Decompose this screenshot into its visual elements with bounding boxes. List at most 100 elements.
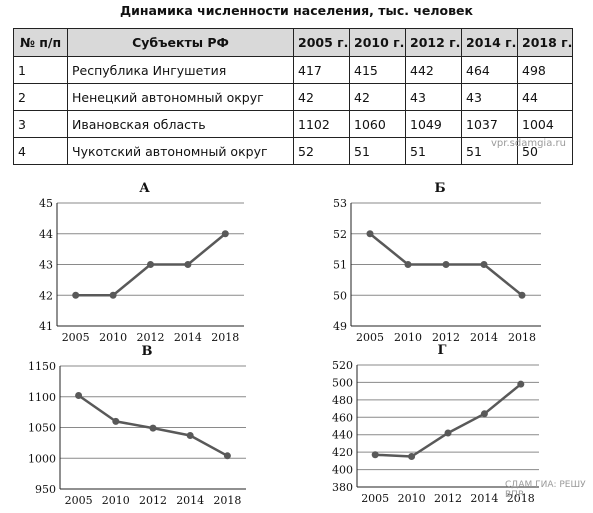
table-cell: Чукотский автономный округ (67, 137, 294, 165)
table-cell: Ненецкий автономный округ (67, 83, 294, 111)
header-2005: 2005 г. (293, 28, 350, 57)
table-cell: 42 (349, 83, 406, 111)
header-2014: 2014 г. (461, 28, 518, 57)
x-tick-label: 2010 (102, 494, 130, 507)
table-cell: 50 (517, 137, 573, 165)
x-tick-label: 2014 (470, 331, 498, 344)
data-point (444, 429, 452, 437)
table-cell: 1 (13, 56, 68, 84)
table-cell: 415 (349, 56, 406, 84)
table-cell: 1060 (349, 110, 406, 138)
x-tick-label: 2010 (99, 331, 127, 344)
x-tick-label: 2012 (137, 331, 165, 344)
x-tick-label: 2005 (356, 331, 384, 344)
data-point (442, 261, 450, 268)
data-point (221, 230, 229, 238)
x-tick-label: 2012 (139, 494, 167, 507)
table-cell: 43 (461, 83, 518, 111)
data-point (149, 424, 157, 432)
data-point (480, 410, 488, 418)
x-tick-label: 2010 (398, 492, 426, 505)
y-tick-label: 41 (39, 320, 53, 333)
y-tick-label: 500 (332, 376, 353, 389)
data-point (517, 380, 525, 388)
data-point (404, 261, 412, 268)
table-cell: 2 (13, 83, 68, 111)
y-tick-label: 42 (39, 289, 53, 302)
x-tick-label: 2018 (507, 492, 535, 505)
data-point (371, 451, 379, 459)
header-2018: 2018 г. (517, 28, 573, 57)
table-cell: 464 (461, 56, 518, 84)
data-point (518, 291, 526, 299)
table-cell: 3 (13, 110, 68, 138)
x-tick-label: 2014 (176, 494, 204, 507)
y-tick-label: 420 (332, 446, 353, 459)
y-tick-label: 49 (333, 320, 347, 333)
table-row: 3 Ивановская область 1102 1060 1049 1037… (13, 110, 573, 138)
table-cell: Ивановская область (67, 110, 294, 138)
y-tick-label: 400 (332, 464, 353, 477)
x-tick-label: 2005 (62, 331, 90, 344)
x-tick-label: 2005 (65, 494, 93, 507)
y-tick-label: 950 (35, 483, 56, 496)
series-line (375, 383, 522, 458)
header-2010: 2010 г. (349, 28, 406, 57)
x-tick-label: 2012 (432, 331, 460, 344)
y-tick-label: 460 (332, 411, 353, 424)
x-tick-label: 2010 (394, 331, 422, 344)
table-cell: 51 (405, 137, 462, 165)
data-point (186, 431, 194, 439)
data-point (366, 230, 374, 238)
y-tick-label: 1150 (28, 360, 56, 373)
x-tick-label: 2005 (361, 492, 389, 505)
x-tick-label: 2014 (174, 331, 202, 344)
data-point (408, 453, 416, 460)
chart-b: 49 50 51 52 53 2005 2010 2012 2014 2018 Б (333, 181, 541, 344)
y-tick-label: 52 (333, 228, 347, 241)
y-tick-label: 45 (39, 197, 53, 210)
chart-title: В (142, 344, 153, 359)
header-subject: Субъекты РФ (67, 28, 294, 57)
x-tick-label: 2018 (508, 331, 536, 344)
table-cell: 43 (405, 83, 462, 111)
chart-a: 41 42 43 44 45 2005 2010 2012 2014 2018 А (39, 181, 244, 344)
chart-title: Б (434, 181, 445, 196)
data-point (75, 392, 83, 400)
table-row: 4 Чукотский автономный округ 52 51 51 51… (13, 137, 573, 165)
y-tick-label: 51 (333, 259, 347, 272)
y-tick-label: 520 (332, 359, 353, 372)
page-title: Динамика численности населения, тыс. чел… (119, 3, 474, 18)
table-cell: 442 (405, 56, 462, 84)
table-row: 2 Ненецкий автономный округ 42 42 43 43 … (13, 83, 573, 111)
data-point (480, 261, 488, 268)
table-cell: 42 (293, 83, 350, 111)
x-tick-label: 2014 (470, 492, 498, 505)
chart-g: 380 400 420 440 460 480 500 520 2005 2010 2012 2014… (332, 343, 539, 505)
table-cell: 1004 (517, 110, 573, 138)
y-tick-label: 50 (333, 289, 347, 302)
watermark-bottom: СДАМ ГИА: РЕШУ ВПР (505, 480, 586, 500)
table-header-row: № п/п Субъекты РФ 2005 г. 2010 г. 2012 г… (13, 28, 573, 57)
table-cell: 4 (13, 137, 68, 165)
x-tick-label: 2018 (211, 331, 239, 344)
table-cell: 44 (517, 83, 573, 111)
chart-title: Г (438, 343, 447, 358)
data-point (147, 261, 154, 268)
table-cell: 51 (461, 137, 518, 165)
data-point (184, 261, 192, 268)
table-cell: 417 (293, 56, 350, 84)
table-cell: 51 (349, 137, 406, 165)
y-tick-label: 1050 (28, 422, 56, 435)
y-tick-label: 440 (332, 429, 353, 442)
table-cell: Республика Ингушетия (67, 56, 294, 84)
data-point (223, 452, 231, 460)
data-point (72, 291, 80, 299)
header-2012: 2012 г. (405, 28, 462, 57)
population-table: № п/п Субъекты РФ 2005 г. 2010 г. 2012 г… (13, 28, 573, 165)
y-tick-label: 44 (39, 228, 53, 241)
x-tick-label: 2018 (213, 494, 241, 507)
y-tick-label: 1000 (28, 452, 56, 465)
data-point (109, 291, 117, 299)
header-number: № п/п (13, 28, 68, 57)
